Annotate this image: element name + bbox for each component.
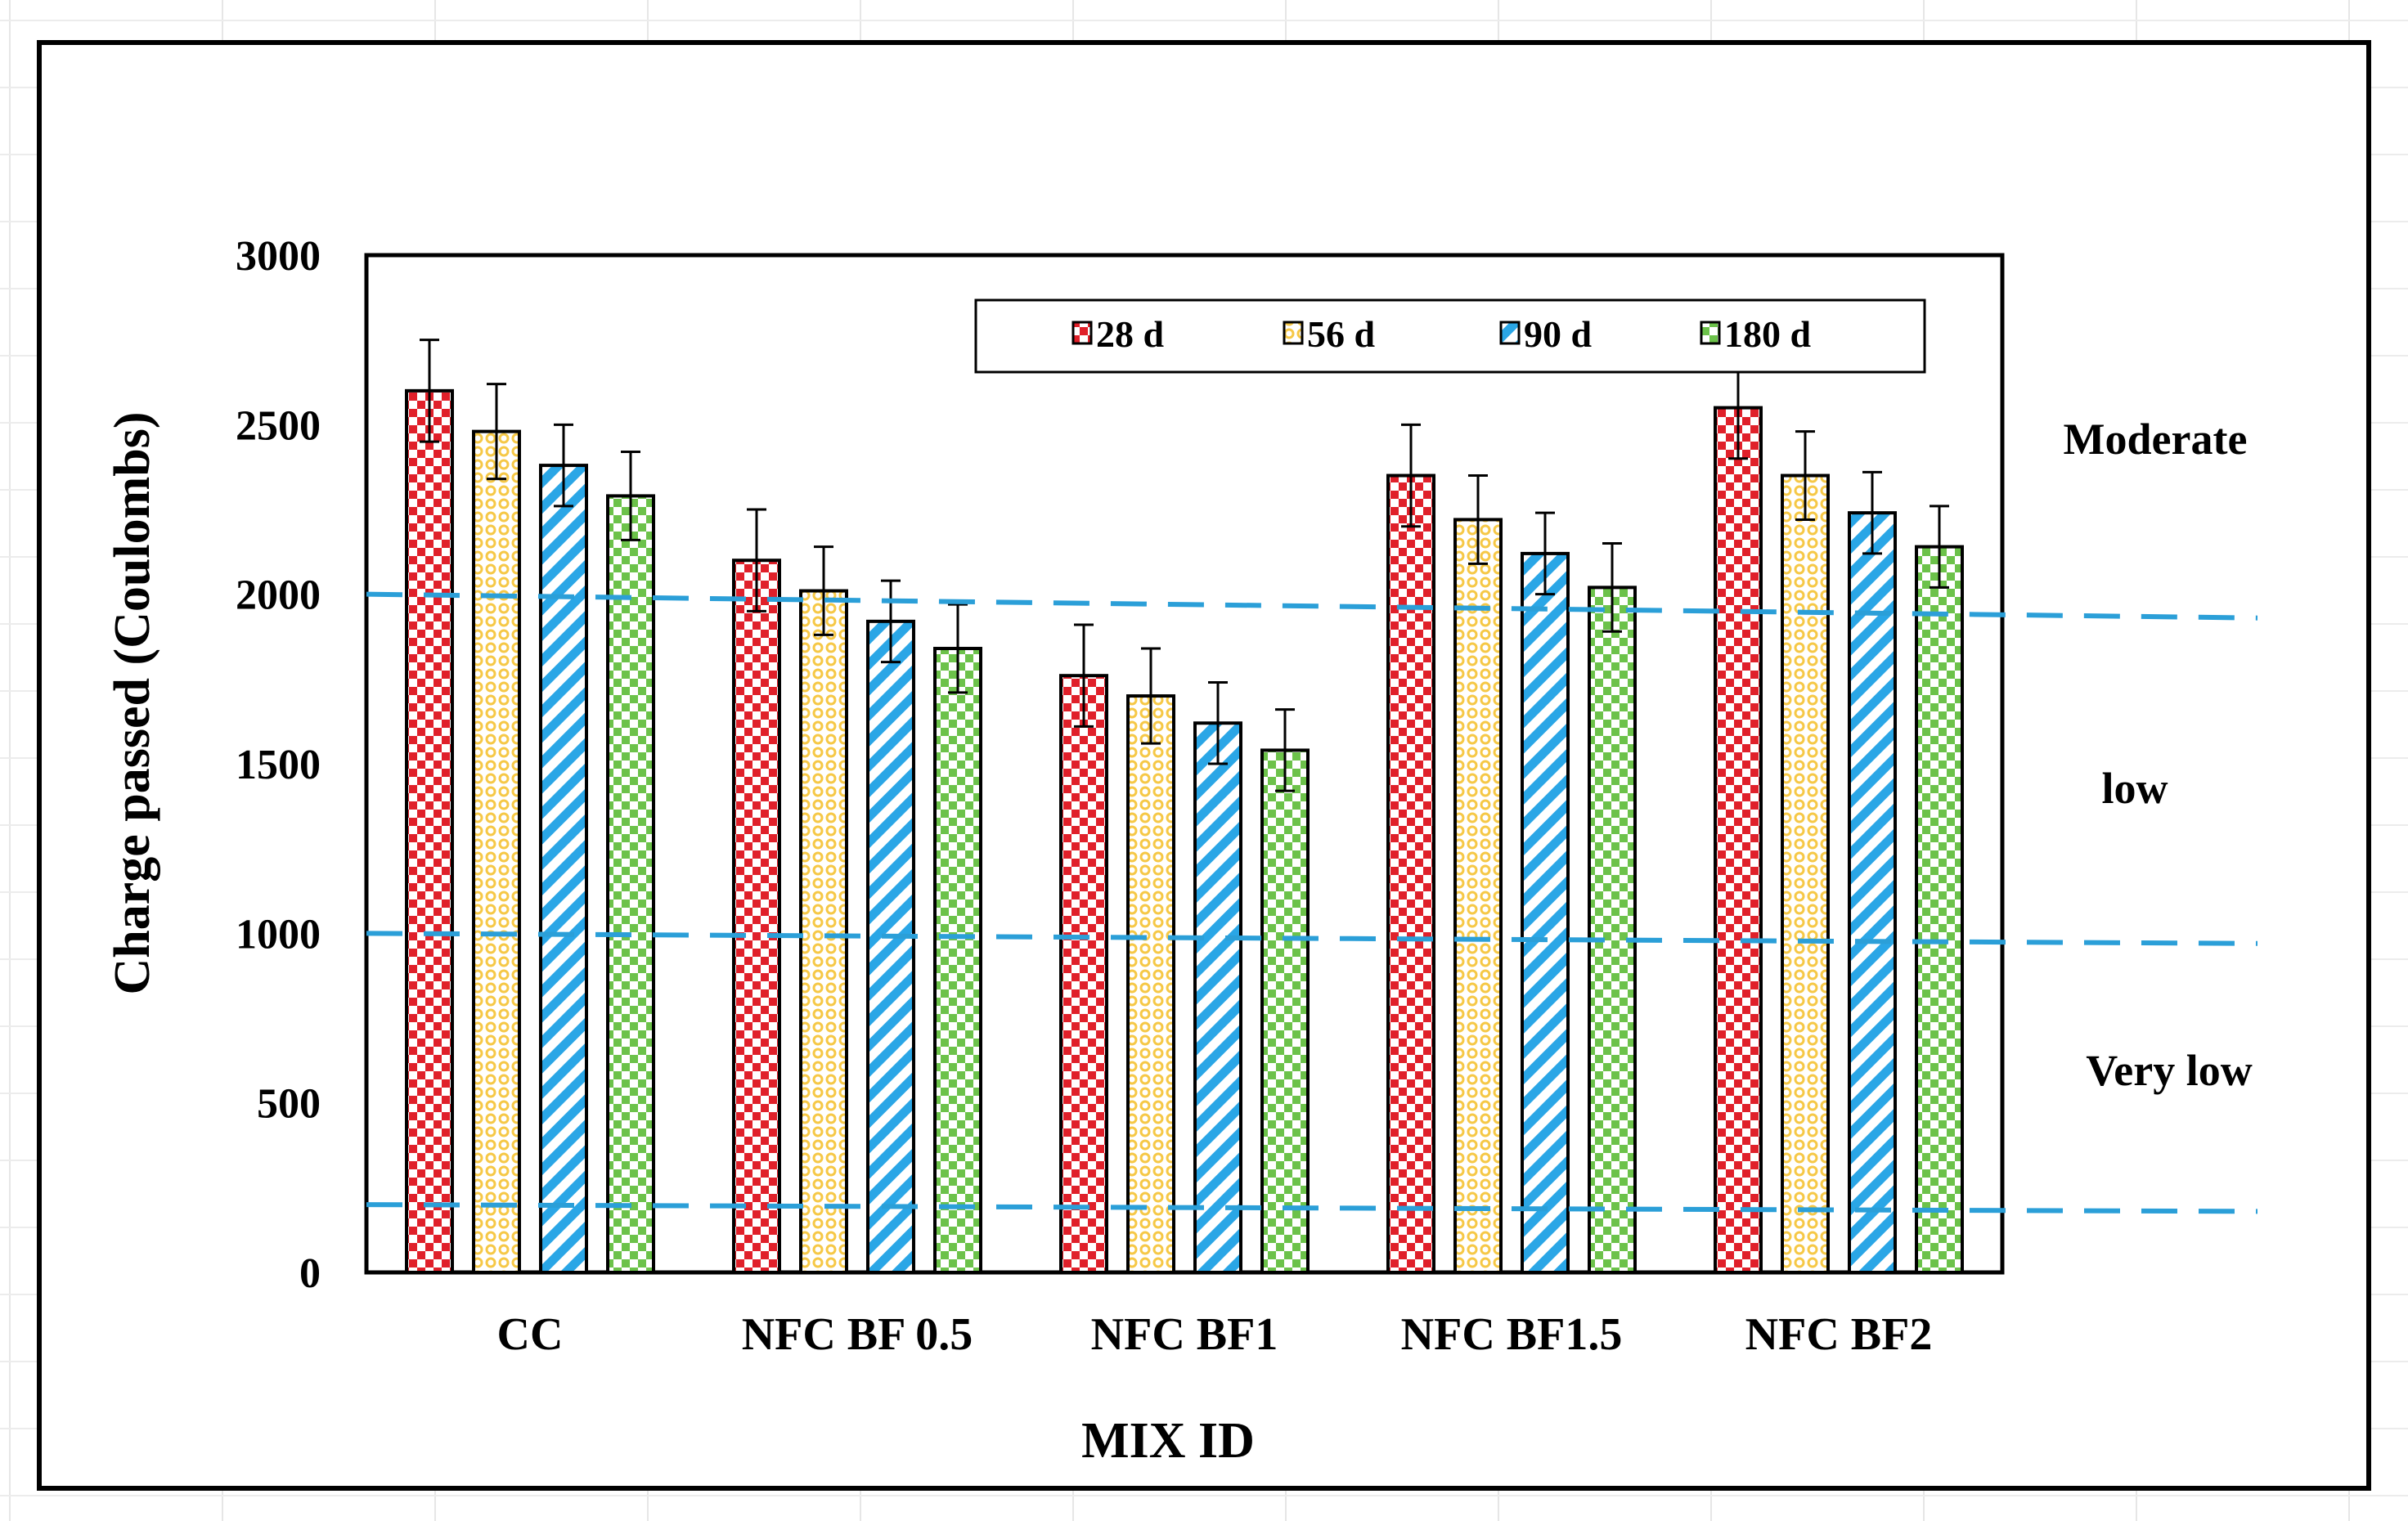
y-axis: 0 500 1000 1500 2000 2500 3000	[236, 233, 321, 1297]
bar	[1193, 721, 1242, 1274]
bar	[606, 494, 655, 1274]
band-label-very-low: Very low	[2086, 1046, 2252, 1095]
bar	[539, 464, 588, 1274]
bar	[1714, 406, 1763, 1275]
bar	[1588, 586, 1637, 1274]
bar	[1453, 518, 1503, 1274]
x-tick-label: NFC BF 0.5	[742, 1309, 973, 1360]
bar	[472, 429, 521, 1274]
bar	[1848, 511, 1897, 1274]
bar	[405, 388, 454, 1274]
band-label-low: low	[2102, 764, 2168, 813]
y-axis-title: Charge passed (Coulombs)	[105, 411, 160, 994]
bar	[1386, 473, 1435, 1274]
bar	[933, 647, 982, 1274]
bar	[799, 589, 848, 1274]
y-tick-label: 3000	[236, 233, 321, 280]
error-bars	[420, 339, 1949, 792]
y-tick-label: 2500	[236, 402, 321, 449]
legend-label: 28 d	[1096, 313, 1165, 355]
bar	[732, 559, 781, 1274]
x-axis: CC NFC BF 0.5 NFC BF1 NFC BF1.5 NFC BF2	[497, 1309, 1933, 1360]
y-tick-label: 0	[299, 1250, 321, 1297]
legend-label: 56 d	[1307, 313, 1376, 355]
band-label-moderate: Moderate	[2064, 415, 2248, 464]
legend: 28 d 56 d 90 d 180 d	[974, 298, 1926, 374]
bar	[1521, 551, 1570, 1274]
y-tick-label: 1500	[236, 742, 321, 788]
y-tick-label: 2000	[236, 572, 321, 619]
legend-swatch	[1071, 321, 1093, 345]
legend-label: 90 d	[1524, 313, 1593, 355]
x-tick-label: NFC BF1.5	[1401, 1309, 1623, 1360]
bar	[1059, 674, 1108, 1274]
bar	[1126, 694, 1175, 1274]
bar	[1260, 748, 1310, 1274]
legend-box	[974, 298, 1926, 374]
legend-swatch	[1499, 321, 1521, 345]
x-axis-title: MIX ID	[1081, 1413, 1255, 1469]
reference-line	[366, 1202, 2258, 1214]
bar	[866, 619, 915, 1274]
x-tick-label: NFC BF1	[1091, 1309, 1278, 1360]
legend-label: 180 d	[1724, 313, 1812, 355]
y-tick-label: 500	[257, 1081, 321, 1128]
legend-swatch	[1283, 321, 1304, 345]
y-tick-label: 1000	[236, 911, 321, 958]
x-tick-label: CC	[497, 1309, 564, 1360]
legend-swatch	[1700, 321, 1721, 345]
x-tick-label: NFC BF2	[1745, 1309, 1933, 1360]
reference-line	[366, 591, 2258, 621]
bar	[1781, 473, 1830, 1274]
reference-lines	[366, 591, 2258, 1214]
bar	[1915, 545, 1964, 1274]
reference-line	[366, 931, 2258, 946]
